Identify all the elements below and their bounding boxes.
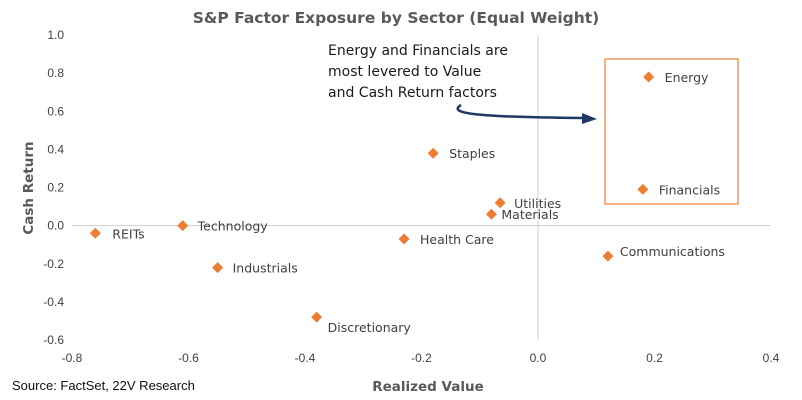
point-label: Financials [659, 182, 720, 197]
point-label: Health Care [420, 232, 494, 247]
point-label: REITs [112, 226, 144, 241]
x-tick-label: -0.6 [178, 351, 199, 365]
y-axis-title: Cash Return [21, 141, 37, 234]
point-marker [427, 147, 439, 159]
highlight-box-layer [604, 58, 739, 205]
chart-title: S&P Factor Exposure by Sector (Equal Wei… [193, 9, 600, 27]
point-marker [177, 220, 189, 232]
x-axis-title: Realized Value [372, 379, 484, 395]
point-label: Industrials [233, 261, 298, 276]
y-tick-label: 0.6 [47, 104, 64, 118]
point-label: Energy [665, 70, 709, 85]
source-note: Source: FactSet, 22V Research [12, 378, 195, 393]
point-marker [602, 250, 614, 262]
point-label: Technology [197, 219, 269, 234]
annotation-arrow [456, 103, 583, 120]
x-tick-label: -0.2 [411, 351, 432, 365]
highlight-box [604, 58, 739, 205]
x-tick-labels: -0.8 -0.6 -0.4 -0.2 0.0 0.2 0.4 [62, 351, 780, 365]
y-tick-label: 0.4 [47, 142, 64, 156]
y-tick-label: -0.2 [43, 257, 64, 271]
point-marker [398, 233, 410, 245]
y-tick-label: 1.0 [47, 28, 64, 42]
y-tick-label: 0.2 [47, 181, 64, 195]
point-label: Staples [449, 146, 495, 161]
x-tick-label: 0.0 [530, 351, 547, 365]
y-tick-labels: 1.0 0.8 0.6 0.4 0.2 0.0 -0.2 -0.4 -0.6 [43, 28, 64, 347]
point-marker [485, 208, 497, 220]
annotation-line: and Cash Return factors [328, 85, 497, 101]
point-label: Discretionary [328, 320, 412, 335]
y-tick-label: 0.8 [47, 66, 64, 80]
axes [72, 35, 771, 340]
x-tick-label: -0.4 [295, 351, 316, 365]
annotation-line: Energy and Financials are [328, 43, 508, 59]
x-tick-label: -0.8 [62, 351, 83, 365]
y-tick-label: -0.4 [43, 295, 64, 309]
y-tick-label: 0.0 [47, 219, 64, 233]
point-marker [494, 197, 506, 209]
point-marker [89, 227, 101, 239]
point-marker [212, 262, 224, 274]
annotation-arrowhead [582, 113, 597, 124]
point-marker [637, 183, 649, 195]
y-tick-label: -0.6 [43, 333, 64, 347]
data-points: Energy Financials Staples UtilitiesMaterial… [89, 70, 725, 335]
point-label: Utilities [514, 196, 561, 211]
annotation: Energy and Financials are most levered to… [328, 43, 597, 124]
point-marker [643, 71, 655, 83]
point-marker [311, 311, 323, 323]
x-tick-label: 0.2 [646, 351, 663, 365]
x-tick-label: 0.4 [763, 351, 780, 365]
point-label: Materials [501, 207, 558, 222]
annotation-line: most levered to Value [328, 64, 481, 80]
point-label: Communications [620, 244, 725, 259]
